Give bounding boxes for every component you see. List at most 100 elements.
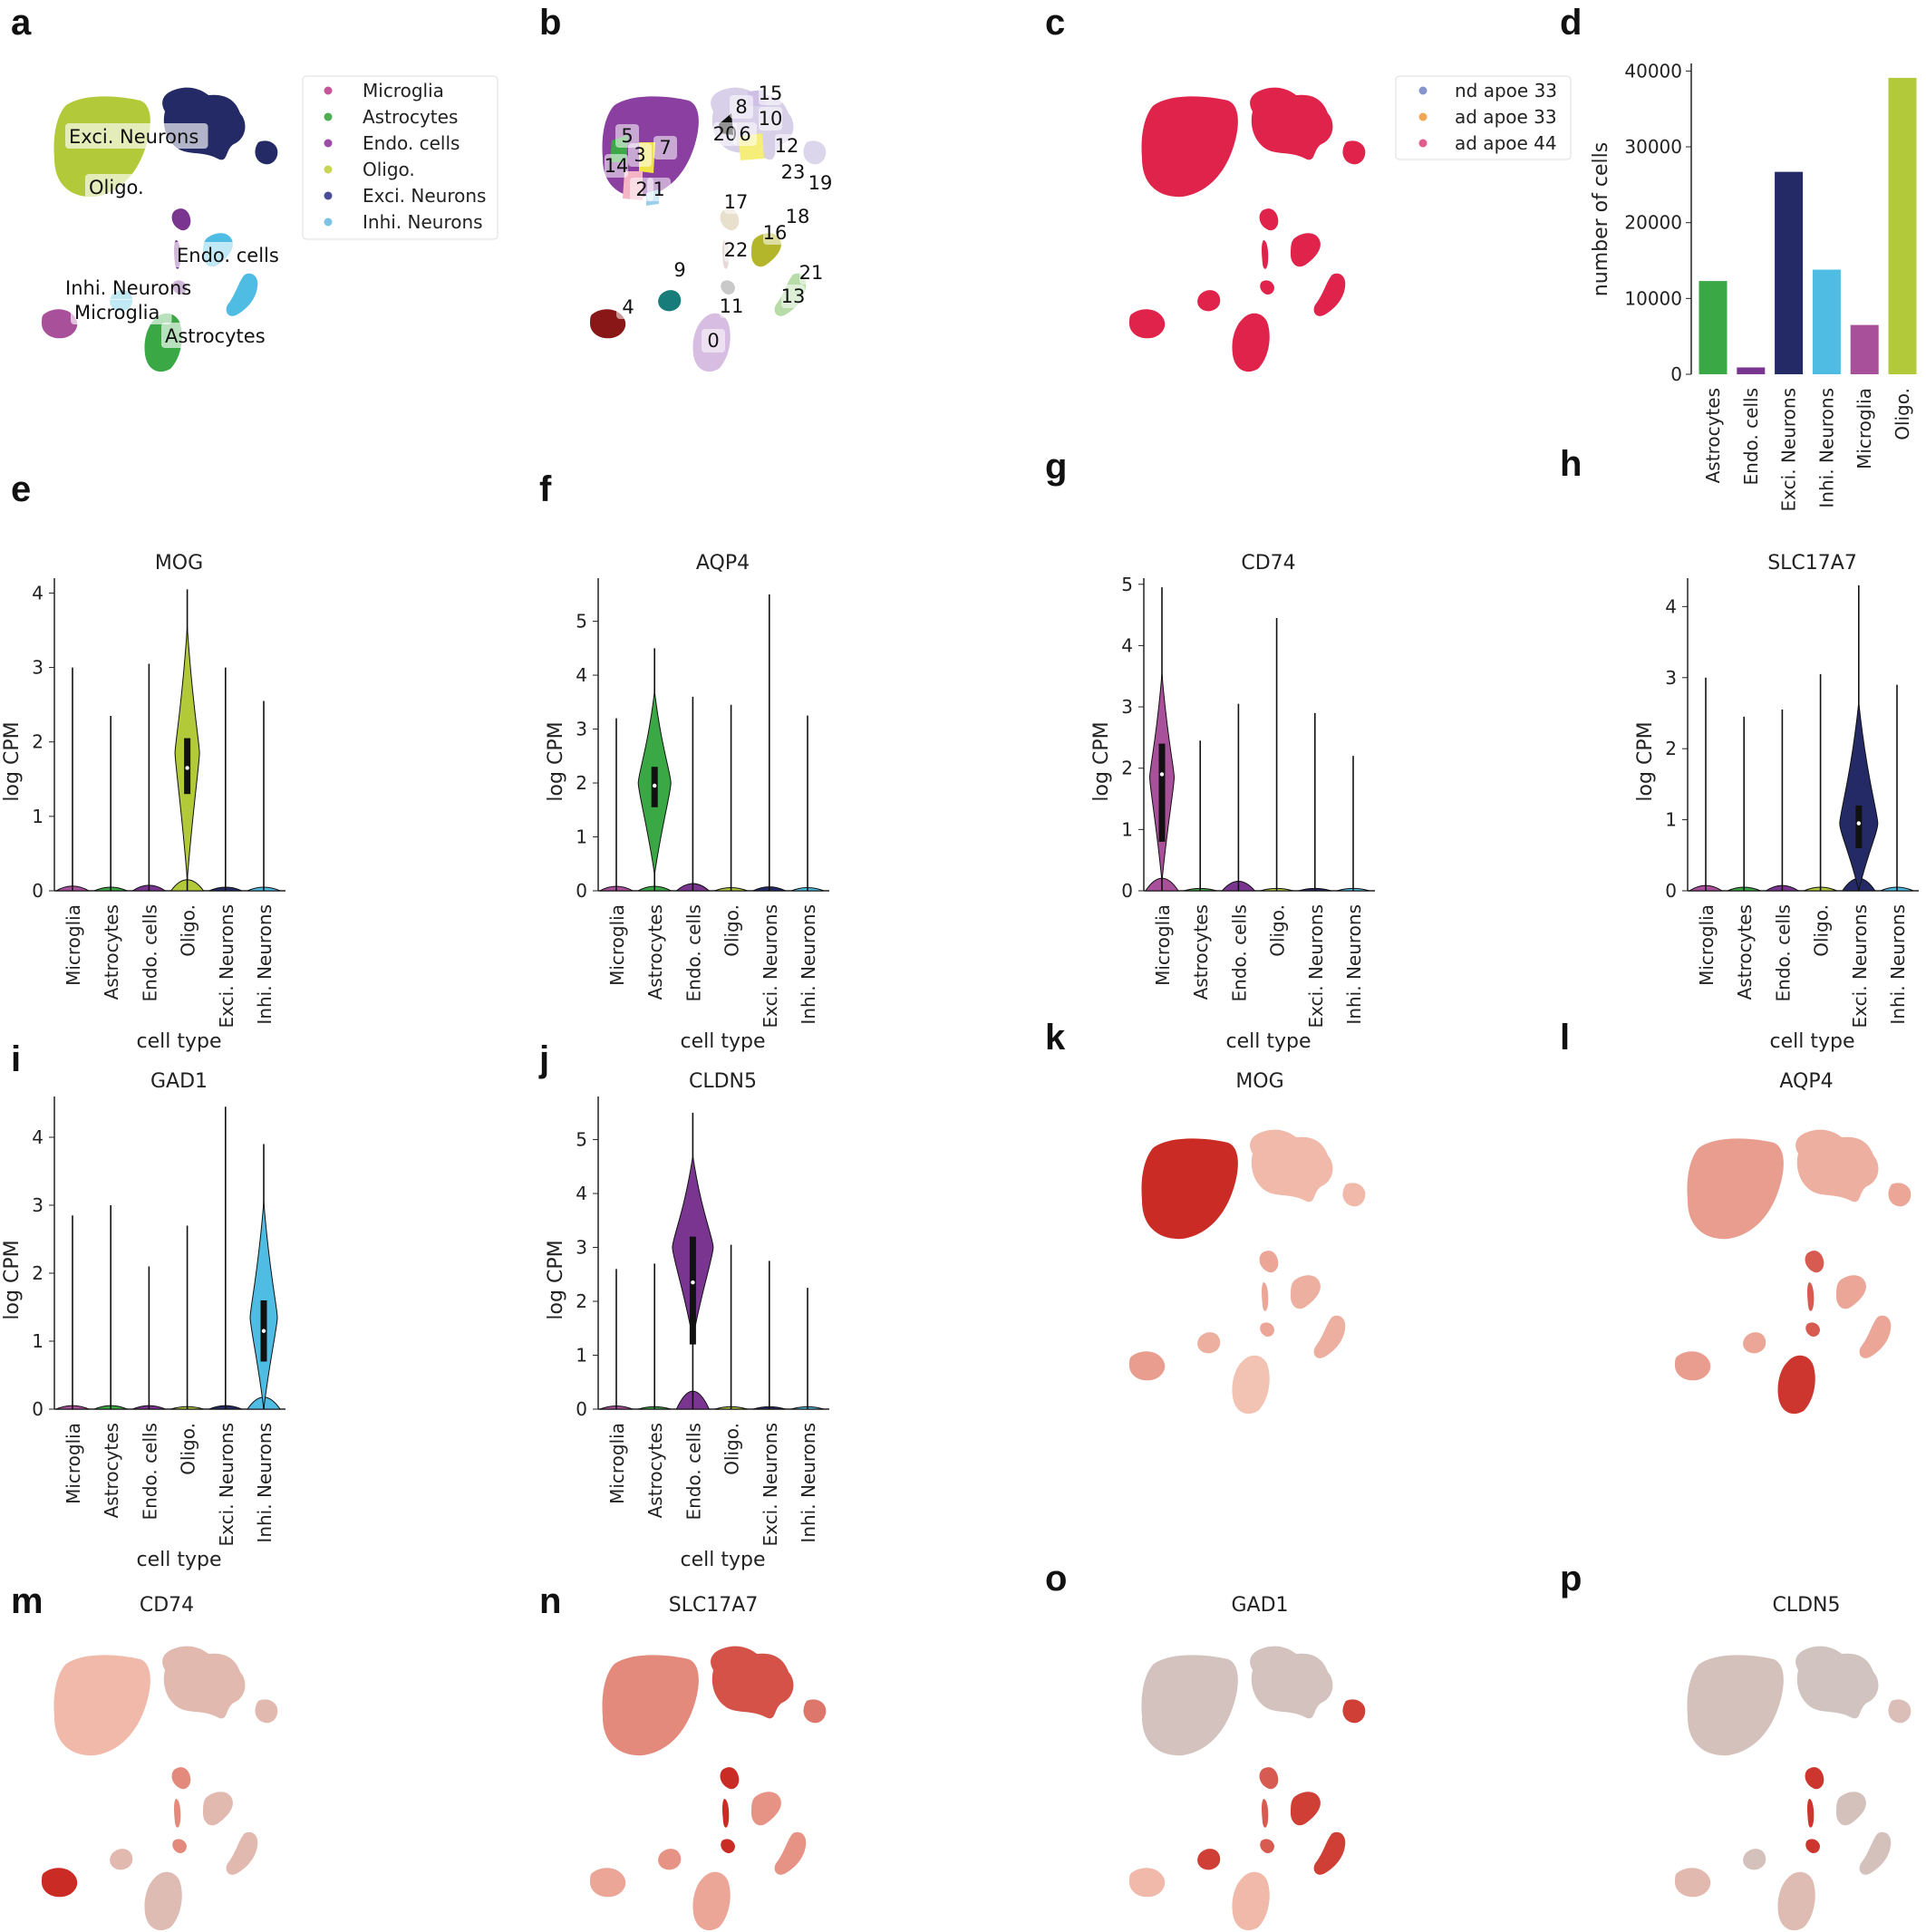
bar-x-tick-label-0: Astrocytes	[1702, 388, 1724, 483]
expr-5-cluster-inhi2	[1743, 1849, 1766, 1870]
violin-y-tick-label-5-5: 5	[576, 1129, 587, 1151]
expr-5-cluster-stem	[1807, 1799, 1815, 1828]
expr-3-cluster-inhi	[751, 1792, 781, 1826]
bar-5	[1888, 77, 1917, 375]
bar-2	[1775, 171, 1804, 374]
umap-a-cluster-small	[255, 140, 278, 165]
cluster-number-bg-12	[781, 160, 805, 184]
expr-1-cluster-microglia	[1675, 1351, 1711, 1381]
bar-x-tick-label-5: Oligo.	[1892, 388, 1913, 440]
expr-0-cluster-exci	[1250, 1129, 1333, 1203]
cluster-number-bg-0	[759, 82, 782, 105]
cluster-number-bg-22	[781, 285, 805, 308]
violin-y-label-0: log CPM	[1, 721, 24, 801]
violin-x-tick-label-5-0: Microglia	[606, 1423, 628, 1504]
expr-2-cluster-oligo	[53, 1655, 150, 1756]
cluster-label-1: Oligo.	[89, 177, 144, 198]
violin-median-2-0	[1159, 772, 1165, 777]
bar-4	[1850, 324, 1879, 374]
cluster-number-18: 9	[673, 259, 685, 281]
cluster-number-11: 1	[653, 179, 664, 200]
violin-chart-mog: MOG 0 1 2 3 4 log CPM Microglia Astrocytes Endo. …	[1, 552, 286, 1053]
violin-median-0-3	[185, 766, 189, 770]
cluster-number-bg-7	[653, 136, 677, 159]
cluster-number-10: 2	[635, 179, 647, 200]
umap-a-cluster-inhi3	[226, 273, 258, 316]
violin-x-tick-label-3-0: Microglia	[1696, 904, 1718, 986]
violin-x-tick-label-0-4: Exci. Neurons	[216, 904, 237, 1028]
expression-umap-body-0	[1129, 1129, 1366, 1415]
violin-body-3-4	[1839, 702, 1879, 892]
violin-x-tick-label-4-3: Oligo.	[178, 1423, 199, 1475]
violin-x-tick-label-5-3: Oligo.	[721, 1423, 743, 1475]
bar-x-tick-label-1: Endo. cells	[1740, 388, 1762, 485]
expr-2-cluster-microglia	[42, 1868, 78, 1898]
violin-x-tick-label-2-1: Astrocytes	[1190, 904, 1212, 1000]
panel-letter-p: p	[1560, 1559, 1582, 1599]
panel-letter-b: b	[539, 3, 561, 43]
cluster-number-23: 0	[707, 330, 719, 352]
expression-title-5: CLDN5	[1772, 1594, 1840, 1617]
violin-x-label-5: cell type	[681, 1549, 766, 1571]
expr-1-cluster-stem	[1807, 1282, 1815, 1311]
violin-y-tick-label-2-5: 5	[1121, 574, 1133, 595]
panel-letter-k: k	[1045, 1018, 1066, 1058]
expression-umap-body-5	[1675, 1646, 1911, 1931]
violin-y-tick-label-0-1: 1	[32, 806, 44, 827]
legend-marker-1	[324, 112, 333, 121]
violin-x-tick-label-0-1: Astrocytes	[101, 904, 122, 1000]
cluster-number-9: 12	[775, 135, 799, 157]
cluster-number-6: 3	[634, 144, 645, 166]
violin-x-tick-label-0-5: Inhi. Neurons	[254, 904, 276, 1025]
expression-umap-body-2	[42, 1646, 278, 1931]
expr-4-cluster-stem	[1262, 1799, 1269, 1828]
expr-2-cluster-endo	[171, 1767, 191, 1790]
cluster-number-7: 7	[659, 137, 671, 159]
cluster-number-bg-3	[713, 122, 737, 146]
cluster-number-4: 6	[739, 123, 750, 145]
expression-umap-gad1: GAD1	[1129, 1594, 1366, 1931]
legend-marker-5	[324, 217, 333, 227]
panel-letter-i: i	[11, 1039, 21, 1079]
violin-x-tick-label-0-0: Microglia	[63, 904, 84, 986]
umap-c-cluster-oligo	[1141, 96, 1238, 198]
cluster-label-bg-5	[161, 323, 273, 348]
expr-1-cluster-oligo	[1687, 1138, 1784, 1240]
expr-5-cluster-endo	[1805, 1767, 1824, 1790]
violin-chart-aqp4: AQP4 0 1 2 3 4 5 log CPM Microglia Astrocytes Endo…	[545, 552, 829, 1053]
violin-y-tick-label-3-3: 3	[1665, 667, 1677, 689]
expression-title-1: AQP4	[1779, 1070, 1833, 1093]
violin-x-tick-label-3-5: Inhi. Neurons	[1887, 904, 1909, 1025]
violin-x-tick-label-4-4: Exci. Neurons	[216, 1423, 237, 1546]
violin-y-tick-label-1-3: 3	[576, 719, 587, 740]
violin-y-tick-label-5-2: 2	[576, 1290, 587, 1312]
expr-4-cluster-astro	[1232, 1871, 1270, 1931]
violin-y-tick-label-1-4: 4	[576, 664, 587, 686]
violin-y-tick-label-3-1: 1	[1665, 809, 1677, 831]
expr-0-cluster-astro	[1232, 1355, 1270, 1415]
expr-5-cluster-microglia	[1675, 1868, 1711, 1898]
cluster-number-22: 13	[781, 285, 806, 307]
expr-1-cluster-endo2	[1805, 1322, 1820, 1337]
expr-4-cluster-microglia	[1129, 1868, 1166, 1898]
expr-1-cluster-astro	[1777, 1355, 1815, 1415]
umap-b-cluster-endo2	[721, 280, 735, 295]
expression-umap-cd74: CD74	[42, 1594, 278, 1931]
expression-umap-body-1	[1675, 1129, 1911, 1415]
violin-x-tick-label-4-5: Inhi. Neurons	[254, 1423, 276, 1543]
umap-c-cluster-inhi3	[1313, 273, 1346, 316]
violin-x-label-2: cell type	[1226, 1030, 1311, 1053]
umap-b-cluster-endo	[720, 208, 740, 231]
panel-letter-n: n	[539, 1581, 561, 1621]
panel-letter-h: h	[1560, 444, 1582, 484]
expr-1-cluster-inhi	[1836, 1275, 1866, 1309]
legend-label-1: Astrocytes	[363, 106, 458, 128]
expr-4-cluster-inhi2	[1197, 1849, 1221, 1870]
expression-umap-slc17a7: SLC17A7	[590, 1594, 827, 1931]
violin-title-4: GAD1	[150, 1070, 208, 1093]
violin-y-label-5: log CPM	[545, 1240, 567, 1319]
violin-x-tick-label-1-0: Microglia	[606, 904, 628, 986]
violin-y-tick-label-0-0: 0	[32, 880, 44, 902]
expr-3-cluster-stem	[722, 1799, 730, 1828]
